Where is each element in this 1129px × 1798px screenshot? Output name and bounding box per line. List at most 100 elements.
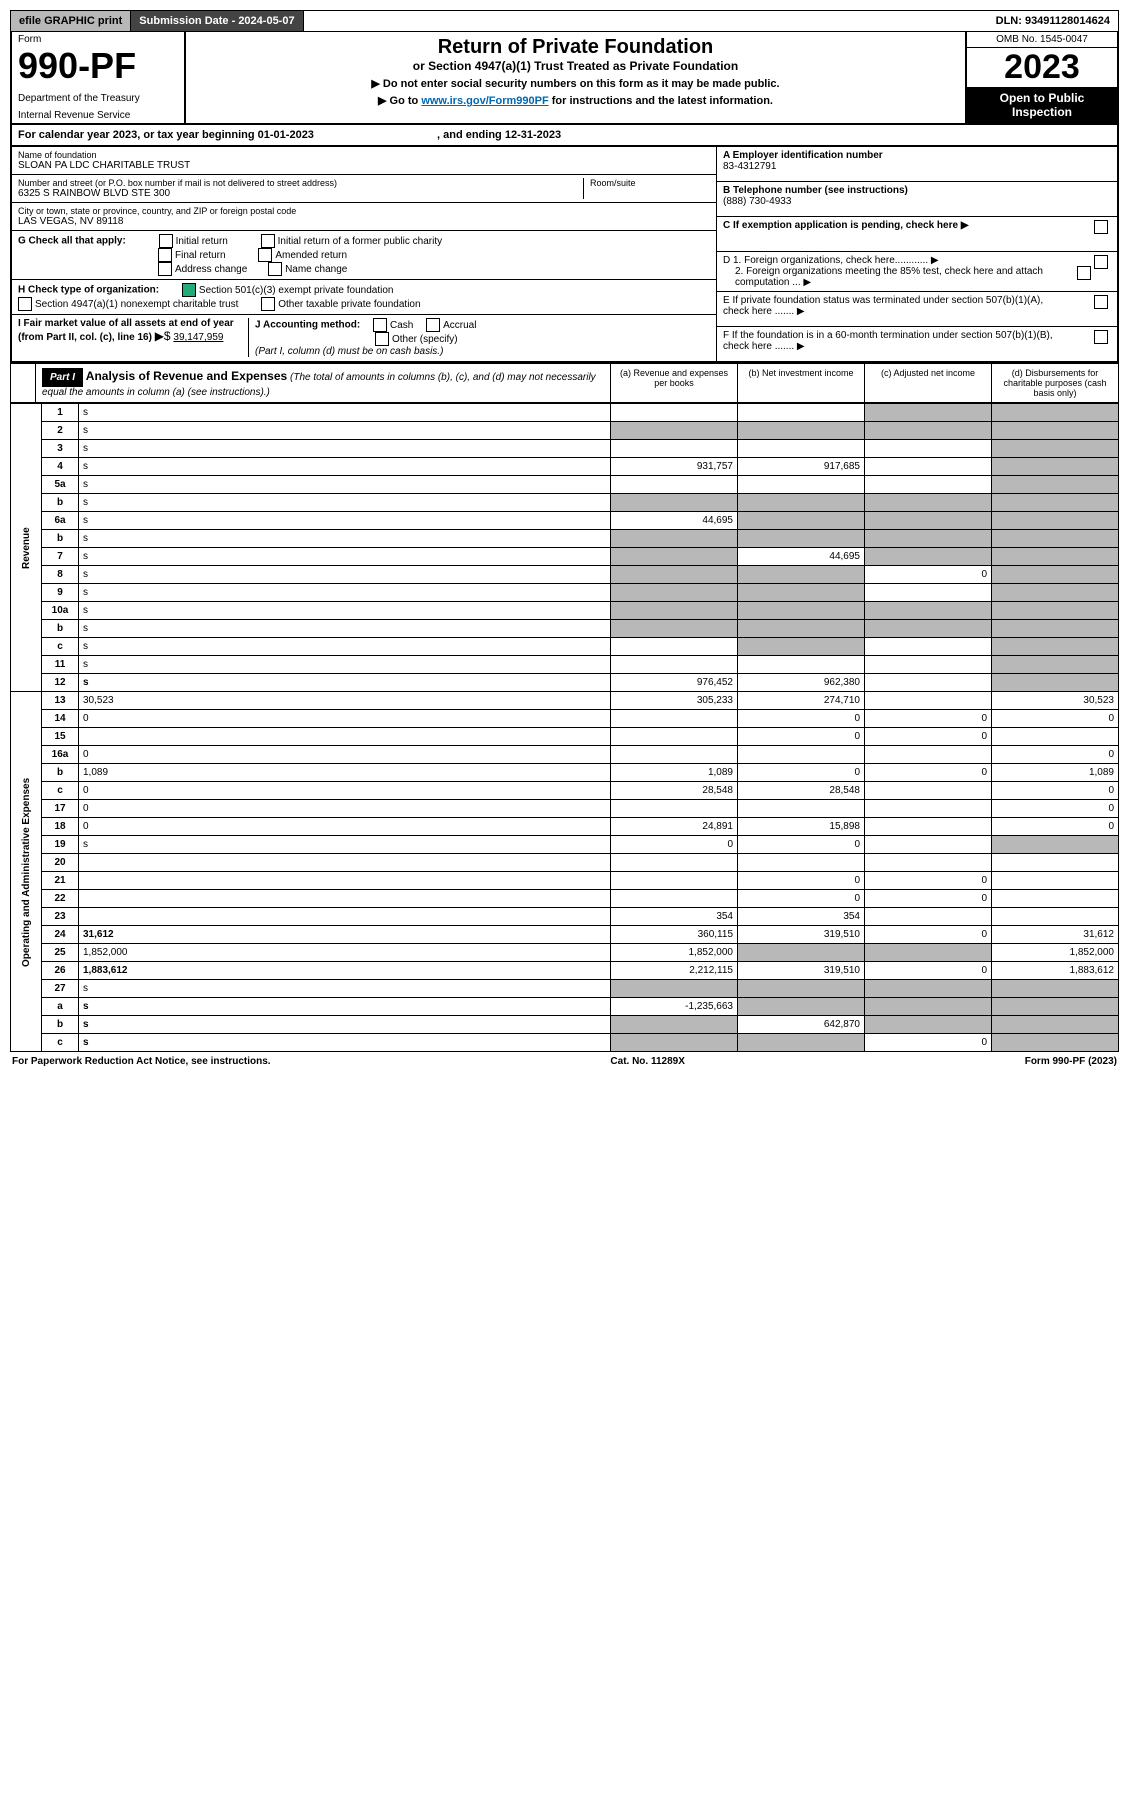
city-cell: City or town, state or province, country… — [12, 203, 716, 231]
col-c-value — [865, 998, 992, 1016]
col-b-value — [738, 422, 865, 440]
info-left: Name of foundation SLOAN PA LDC CHARITAB… — [12, 147, 716, 361]
amended-return: Amended return — [275, 250, 347, 261]
foundation-name-cell: Name of foundation SLOAN PA LDC CHARITAB… — [12, 147, 716, 175]
col-b-value — [738, 494, 865, 512]
line-number: 13 — [42, 692, 79, 710]
line-number: 7 — [42, 548, 79, 566]
col-d-value — [992, 908, 1119, 926]
c-cell: C If exemption application is pending, c… — [717, 217, 1117, 252]
col-b-value — [738, 944, 865, 962]
calendar-year-row: For calendar year 2023, or tax year begi… — [10, 125, 1119, 147]
chk-e[interactable] — [1094, 295, 1108, 309]
col-d-value — [992, 440, 1119, 458]
chk-4947[interactable] — [18, 297, 32, 311]
chk-c[interactable] — [1094, 220, 1108, 234]
col-d-value — [992, 512, 1119, 530]
chk-cash[interactable] — [373, 318, 387, 332]
col-b-value: 962,380 — [738, 674, 865, 692]
table-row: cs — [11, 638, 1119, 656]
chk-d2[interactable] — [1077, 266, 1091, 280]
e-cell: E If private foundation status was termi… — [717, 292, 1117, 327]
chk-accrual[interactable] — [426, 318, 440, 332]
col-b-value — [738, 584, 865, 602]
col-b-value — [738, 512, 865, 530]
col-a-value: 354 — [611, 908, 738, 926]
col-b-value — [738, 998, 865, 1016]
year-box: OMB No. 1545-0047 2023 Open to Public In… — [965, 32, 1117, 123]
g-check-row: G Check all that apply: Initial return I… — [12, 231, 716, 280]
col-b-value: 44,695 — [738, 548, 865, 566]
line-number: 10a — [42, 602, 79, 620]
col-b-value — [738, 620, 865, 638]
table-row: b1,0891,089001,089 — [11, 764, 1119, 782]
col-a-value: 0 — [611, 836, 738, 854]
table-row: bs642,870 — [11, 1016, 1119, 1034]
col-c-value: 0 — [865, 710, 992, 728]
line-number: 24 — [42, 926, 79, 944]
chk-initial-former[interactable] — [261, 234, 275, 248]
chk-addr-change[interactable] — [158, 262, 172, 276]
col-d-value — [992, 1016, 1119, 1034]
table-row: 20 — [11, 854, 1119, 872]
col-a-value: 1,089 — [611, 764, 738, 782]
col-c-value — [865, 620, 992, 638]
form-subtitle: or Section 4947(a)(1) Trust Treated as P… — [190, 59, 961, 73]
col-a-value — [611, 530, 738, 548]
chk-amended[interactable] — [258, 248, 272, 262]
table-row: 4s931,757917,685 — [11, 458, 1119, 476]
chk-name-change[interactable] — [268, 262, 282, 276]
col-c-value — [865, 602, 992, 620]
efile-label[interactable]: efile GRAPHIC print — [11, 11, 131, 31]
name-change: Name change — [285, 264, 347, 275]
ein-cell: A Employer identification number 83-4312… — [717, 147, 1117, 182]
col-d-value — [992, 458, 1119, 476]
col-a-value: 976,452 — [611, 674, 738, 692]
table-row: Revenue1s — [11, 404, 1119, 422]
line-description — [79, 872, 611, 890]
chk-initial[interactable] — [159, 234, 173, 248]
line-number: b — [42, 764, 79, 782]
col-c-value — [865, 818, 992, 836]
i-value: 39,147,959 — [173, 332, 223, 343]
note-goto: ▶ Go to www.irs.gov/Form990PF for instru… — [190, 94, 961, 107]
col-a-value: 44,695 — [611, 512, 738, 530]
form-title: Return of Private Foundation — [190, 36, 961, 59]
col-d-value — [992, 638, 1119, 656]
chk-final[interactable] — [158, 248, 172, 262]
line-description: 1,852,000 — [79, 944, 611, 962]
col-c-value: 0 — [865, 926, 992, 944]
f-label: F If the foundation is in a 60-month ter… — [723, 330, 1063, 352]
chk-d1[interactable] — [1094, 255, 1108, 269]
chk-other-tax[interactable] — [261, 297, 275, 311]
col-b-value — [738, 566, 865, 584]
col-b-value: 0 — [738, 872, 865, 890]
chk-other-acct[interactable] — [375, 332, 389, 346]
col-a-value — [611, 602, 738, 620]
line-number: 25 — [42, 944, 79, 962]
f-cell: F If the foundation is in a 60-month ter… — [717, 327, 1117, 361]
line-description: s — [79, 836, 611, 854]
col-a-value — [611, 404, 738, 422]
col-c-value — [865, 746, 992, 764]
col-a-value — [611, 548, 738, 566]
col-c-value — [865, 1016, 992, 1034]
line-number: 14 — [42, 710, 79, 728]
line-description: 0 — [79, 710, 611, 728]
col-c-value — [865, 512, 992, 530]
chk-f[interactable] — [1094, 330, 1108, 344]
table-row: 7s44,695 — [11, 548, 1119, 566]
footer-left: For Paperwork Reduction Act Notice, see … — [12, 1056, 271, 1067]
form-number-box: Form 990-PF Department of the Treasury I… — [12, 32, 186, 123]
line-description: s — [79, 1034, 611, 1052]
tel-label: B Telephone number (see instructions) — [723, 185, 908, 196]
irs-link[interactable]: www.irs.gov/Form990PF — [421, 95, 548, 107]
col-c-value: 0 — [865, 566, 992, 584]
col-b-value: 0 — [738, 710, 865, 728]
line-number: 19 — [42, 836, 79, 854]
initial-return: Initial return — [176, 236, 228, 247]
line-number: 22 — [42, 890, 79, 908]
col-a-value — [611, 476, 738, 494]
line-number: 17 — [42, 800, 79, 818]
chk-501c3[interactable] — [182, 283, 196, 297]
